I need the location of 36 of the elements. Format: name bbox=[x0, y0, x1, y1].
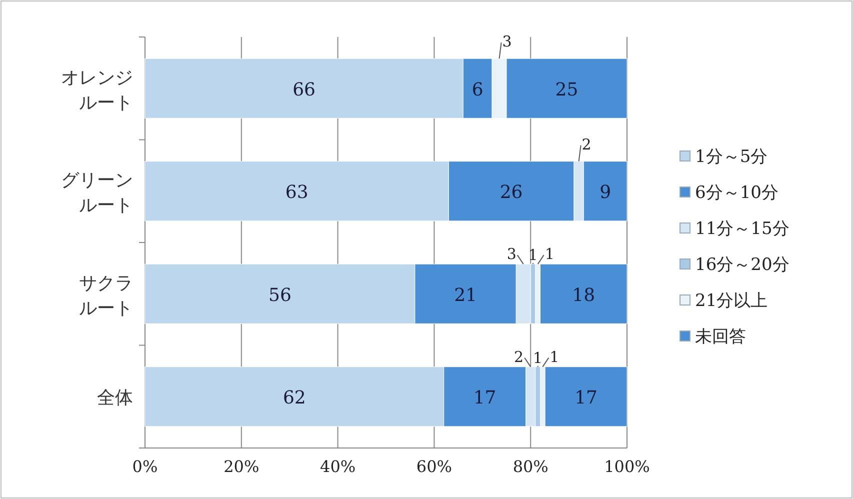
legend-label: 11分～15分 bbox=[695, 219, 790, 239]
data-label: 1 bbox=[550, 348, 560, 366]
data-label: 2 bbox=[514, 348, 524, 366]
data-label: 6 bbox=[472, 79, 484, 100]
x-tick-label: 60% bbox=[416, 457, 452, 476]
data-label: 18 bbox=[572, 284, 596, 306]
data-label: 26 bbox=[500, 182, 523, 204]
data-label: 1 bbox=[528, 246, 538, 264]
data-label: 3 bbox=[502, 32, 512, 51]
y-tick-label: 全体 bbox=[97, 388, 133, 409]
data-label: 9 bbox=[600, 182, 612, 204]
legend-label: 1分～5分 bbox=[695, 147, 768, 167]
data-label: 66 bbox=[292, 79, 316, 100]
data-label: 17 bbox=[574, 388, 598, 409]
data-label: 56 bbox=[268, 284, 292, 306]
x-tick-label: 80% bbox=[512, 457, 548, 476]
y-tick-label: サクラルート bbox=[79, 272, 133, 319]
data-label: 62 bbox=[282, 388, 306, 409]
x-tick-label: 20% bbox=[224, 457, 260, 476]
legend-label: 未回答 bbox=[695, 327, 746, 347]
data-label: 21 bbox=[454, 284, 477, 306]
legend-label: 21分以上 bbox=[695, 291, 768, 311]
data-label: 1 bbox=[544, 245, 554, 264]
legend-label: 16分～20分 bbox=[695, 255, 790, 275]
x-tick-label: 0% bbox=[132, 457, 158, 476]
x-tick-label: 100% bbox=[604, 457, 650, 476]
data-label: 3 bbox=[506, 245, 516, 264]
data-label: 2 bbox=[582, 135, 592, 154]
data-label: 63 bbox=[285, 182, 308, 204]
y-tick-label: グリーンルート bbox=[61, 170, 133, 216]
y-tick-label: オレンジルート bbox=[61, 67, 133, 114]
data-label: 25 bbox=[555, 79, 578, 100]
data-label: 17 bbox=[473, 388, 496, 409]
x-tick-label: 40% bbox=[320, 457, 356, 476]
legend-label: 6分～10分 bbox=[695, 183, 778, 203]
data-label: 1 bbox=[533, 348, 543, 367]
